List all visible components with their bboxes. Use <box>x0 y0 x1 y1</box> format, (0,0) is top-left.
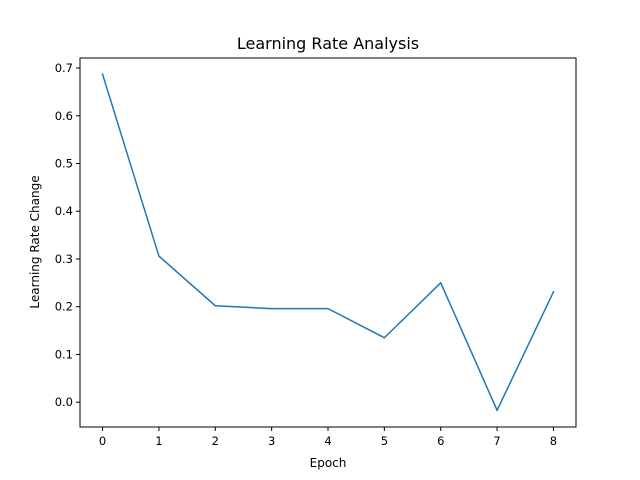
data-point <box>101 73 104 75</box>
data-point <box>327 307 329 310</box>
data-point <box>214 305 217 307</box>
axis-ticks: 0 1 2 3 4 5 6 7 8 0.0 0.1 0.2 0.3 0.4 0.5 0.6 0.7 <box>55 61 557 448</box>
x-tick-label: 6 <box>437 434 444 448</box>
chart-title: Learning Rate Analysis <box>237 34 419 53</box>
x-tick-label: 8 <box>550 434 557 448</box>
y-tick-label: 0.2 <box>55 300 73 314</box>
data-point <box>552 291 555 293</box>
y-tick-label: 0.4 <box>55 204 73 218</box>
x-tick-label: 2 <box>212 434 219 448</box>
x-tick-label: 4 <box>324 434 331 448</box>
data-point <box>158 255 160 257</box>
data-point <box>270 307 273 310</box>
y-tick-label: 0.7 <box>55 61 73 75</box>
series-group <box>101 73 555 412</box>
x-tick-label: 5 <box>381 434 388 448</box>
data-point <box>496 409 498 412</box>
x-axis-label: Epoch <box>310 456 347 470</box>
y-tick-label: 0.1 <box>55 347 73 361</box>
data-point <box>383 336 386 339</box>
y-tick-label: 0.5 <box>55 156 73 170</box>
x-tick-label: 0 <box>99 434 106 448</box>
x-tick-label: 1 <box>155 434 162 448</box>
y-tick-label: 0.6 <box>55 109 73 123</box>
data-point <box>439 282 442 284</box>
x-tick-label: 7 <box>493 434 500 448</box>
y-axis-label: Learning Rate Change <box>28 175 42 308</box>
y-tick-label: 0.3 <box>55 252 73 266</box>
x-tick-label: 3 <box>268 434 275 448</box>
plot-area-frame <box>79 57 577 428</box>
y-tick-label: 0.0 <box>55 395 73 409</box>
